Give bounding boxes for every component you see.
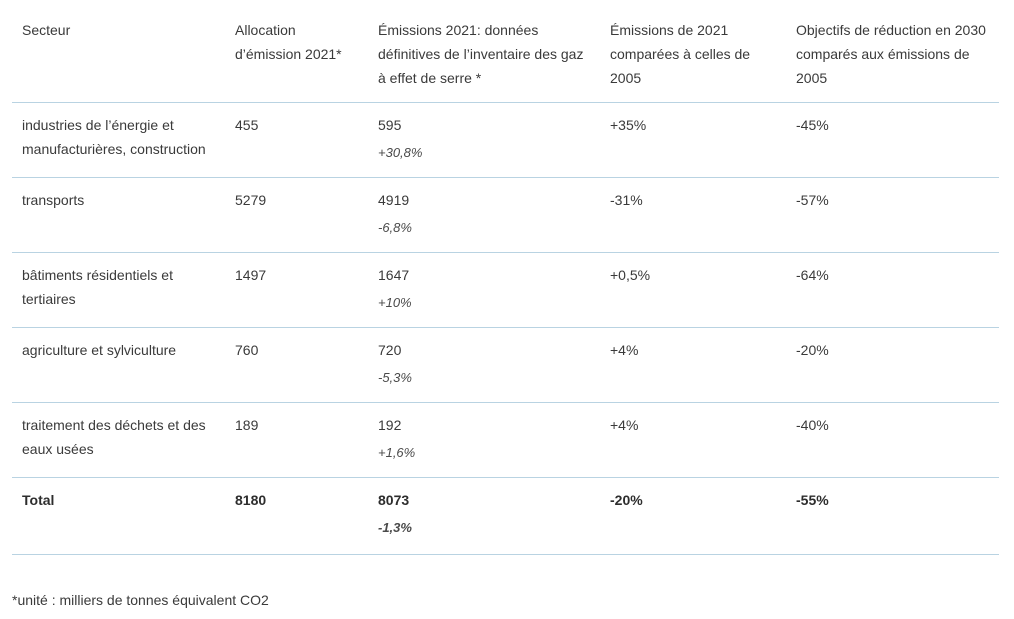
sector-cell: bâtiments résidentiels et tertiaires: [22, 267, 173, 307]
allocation-cell: 455: [235, 117, 259, 133]
emissions-change: +10%: [378, 295, 412, 310]
footnote: *unité : milliers de tonnes équivalent C…: [12, 592, 269, 608]
header-emissions-2021: Émissions 2021: données définitives de l…: [378, 22, 584, 86]
target2030-cell: -40%: [796, 417, 829, 433]
emissions-change: -5,3%: [378, 370, 412, 385]
header-target-2030: Objectifs de réduction en 2030 comparés …: [796, 22, 986, 86]
sector-cell: industries de l’énergie et manufacturièr…: [22, 117, 206, 157]
table-row: industries de l’énergie et manufacturièr…: [12, 103, 999, 178]
emissions-change: +30,8%: [378, 145, 423, 160]
total-target2030: -55%: [796, 492, 829, 508]
table-total-row: Total 8180 8073 -1,3% -20% -55%: [12, 478, 999, 555]
emissions-table: Secteur Allocation d’émission 2021* Émis…: [12, 10, 999, 555]
vs2005-cell: -31%: [610, 192, 643, 208]
total-emissions-value: 8073: [378, 492, 410, 508]
header-vs-2005: Émissions de 2021 comparées à celles de …: [610, 22, 751, 86]
emissions-value: 4919: [378, 192, 410, 208]
total-allocation: 8180: [235, 492, 267, 508]
sector-cell: traitement des déchets et des eaux usées: [22, 417, 206, 457]
emissions-value: 595: [378, 117, 402, 133]
table-row: transports 5279 4919 -6,8% -31% -57%: [12, 178, 999, 253]
emissions-change: -6,8%: [378, 220, 412, 235]
allocation-cell: 189: [235, 417, 259, 433]
target2030-cell: -57%: [796, 192, 829, 208]
vs2005-cell: +4%: [610, 417, 639, 433]
header-sector: Secteur: [22, 22, 71, 38]
total-emissions-change: -1,3%: [378, 520, 412, 535]
sector-cell: agriculture et sylviculture: [22, 342, 177, 358]
emissions-cell: 595 +30,8%: [368, 103, 600, 177]
vs2005-cell: +35%: [610, 117, 647, 133]
target2030-cell: -45%: [796, 117, 829, 133]
header-allocation: Allocation d’émission 2021*: [235, 22, 342, 62]
emissions-change: +1,6%: [378, 445, 416, 460]
emissions-cell: 720 -5,3%: [368, 328, 600, 402]
total-label: Total: [22, 492, 55, 508]
table-row: bâtiments résidentiels et tertiaires 149…: [12, 253, 999, 328]
emissions-cell: 1647 +10%: [368, 253, 600, 327]
table-row: agriculture et sylviculture 760 720 -5,3…: [12, 328, 999, 403]
allocation-cell: 760: [235, 342, 259, 358]
emissions-cell: 192 +1,6%: [368, 403, 600, 477]
emissions-cell: 4919 -6,8%: [368, 178, 600, 252]
total-vs2005: -20%: [610, 492, 643, 508]
emissions-value: 192: [378, 417, 402, 433]
total-emissions-cell: 8073 -1,3%: [368, 478, 600, 554]
table-row: traitement des déchets et des eaux usées…: [12, 403, 999, 478]
table-header-row: Secteur Allocation d’émission 2021* Émis…: [12, 10, 999, 103]
emissions-value: 720: [378, 342, 402, 358]
target2030-cell: -64%: [796, 267, 829, 283]
emissions-value: 1647: [378, 267, 410, 283]
target2030-cell: -20%: [796, 342, 829, 358]
sector-cell: transports: [22, 192, 85, 208]
vs2005-cell: +0,5%: [610, 267, 651, 283]
allocation-cell: 1497: [235, 267, 267, 283]
allocation-cell: 5279: [235, 192, 267, 208]
vs2005-cell: +4%: [610, 342, 639, 358]
